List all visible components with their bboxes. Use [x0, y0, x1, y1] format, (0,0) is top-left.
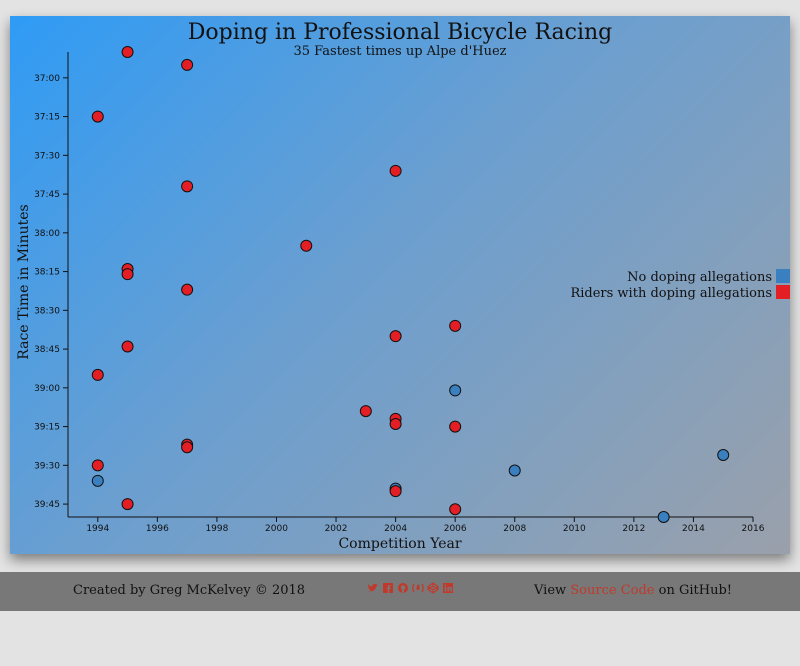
- freecodecamp-icon[interactable]: [412, 581, 424, 595]
- doping-point: [121, 268, 134, 281]
- facebook-icon[interactable]: [382, 581, 394, 595]
- x-tick-label: 2008: [503, 524, 526, 534]
- legend-label: Riders with doping allegations: [570, 286, 772, 301]
- y-tick-label: 37:00: [34, 74, 60, 84]
- legend-swatch: [776, 285, 790, 299]
- no-doping-point: [508, 464, 521, 477]
- doping-point: [121, 46, 134, 58]
- credit-text: Created by Greg McKelvey © 2018: [73, 583, 306, 598]
- legend-swatch: [776, 269, 790, 283]
- x-tick-label: 2002: [325, 524, 348, 534]
- x-tick-label: 1994: [86, 524, 109, 534]
- scatter-chart: Doping in Professional Bicycle Racing 35…: [16, 20, 790, 552]
- x-tick-label: 1998: [205, 524, 228, 534]
- y-tick-label: 38:15: [34, 268, 60, 278]
- doping-point: [389, 485, 402, 498]
- no-doping-point: [717, 449, 730, 461]
- no-doping-point: [449, 384, 462, 397]
- doping-point: [91, 110, 104, 123]
- y-axis-label: Race Time in Minutes: [16, 204, 32, 360]
- chart-title: Doping in Professional Bicycle Racing: [188, 20, 612, 45]
- legend-label: No doping allegations: [627, 270, 772, 285]
- doping-point: [359, 405, 372, 418]
- doping-point: [449, 319, 462, 332]
- social-icons: [367, 581, 454, 595]
- doping-point: [121, 498, 134, 511]
- twitter-icon[interactable]: [367, 581, 379, 595]
- y-tick-label: 38:30: [34, 306, 60, 316]
- x-axis: 1994 1996 1998 2000 2002 2004 2006 2008 2010 2012…: [68, 516, 765, 534]
- doping-point: [181, 180, 194, 193]
- doping-point: [181, 441, 194, 454]
- github-icon[interactable]: [397, 581, 409, 595]
- y-tick-label: 38:45: [34, 345, 60, 355]
- doping-point: [91, 459, 104, 472]
- x-tick-label: 2014: [682, 524, 705, 534]
- x-tick-label: 2012: [622, 524, 645, 534]
- source-code-link[interactable]: Source Code: [570, 583, 655, 598]
- chart-subtitle: 35 Fastest times up Alpe d'Huez: [293, 44, 506, 59]
- doping-point: [389, 418, 402, 430]
- doping-point: [91, 368, 104, 381]
- x-axis-label: Competition Year: [338, 536, 461, 552]
- y-tick-label: 37:30: [34, 151, 60, 161]
- chart-card: Doping in Professional Bicycle Racing 35…: [10, 16, 790, 554]
- footer: Created by Greg McKelvey © 2018 View Sou…: [0, 572, 800, 611]
- y-tick-label: 39:15: [34, 423, 60, 433]
- doping-point: [181, 58, 194, 71]
- x-tick-label: 2016: [742, 524, 765, 534]
- y-tick-label: 38:00: [34, 229, 60, 239]
- linkedin-icon[interactable]: [442, 581, 454, 595]
- y-tick-label: 37:15: [34, 113, 60, 123]
- doping-point: [389, 330, 402, 343]
- source-prefix: View: [534, 583, 571, 598]
- doping-point: [449, 420, 462, 433]
- y-tick-label: 39:30: [34, 461, 60, 471]
- source-suffix: on GitHub!: [654, 583, 732, 598]
- doping-point: [121, 340, 134, 353]
- doping-point: [449, 503, 462, 516]
- codepen-icon[interactable]: [427, 581, 439, 595]
- doping-point: [389, 164, 402, 177]
- doping-point: [181, 283, 194, 296]
- data-points: [91, 46, 730, 523]
- x-tick-label: 2004: [384, 524, 407, 534]
- source-code-text: View Source Code on GitHub!: [534, 583, 732, 598]
- x-tick-label: 1996: [146, 524, 169, 534]
- no-doping-point: [657, 511, 670, 523]
- no-doping-point: [91, 474, 104, 487]
- doping-point: [300, 239, 313, 252]
- x-tick-label: 2010: [563, 524, 586, 534]
- y-tick-label: 39:00: [34, 384, 60, 394]
- y-axis: 37:00 37:15 37:30 37:45 38:00 38:15 38:30 38:45…: [34, 52, 69, 517]
- x-tick-label: 2000: [265, 524, 288, 534]
- y-tick-label: 39:45: [34, 500, 60, 510]
- y-tick-label: 37:45: [34, 190, 60, 200]
- x-tick-label: 2006: [444, 524, 467, 534]
